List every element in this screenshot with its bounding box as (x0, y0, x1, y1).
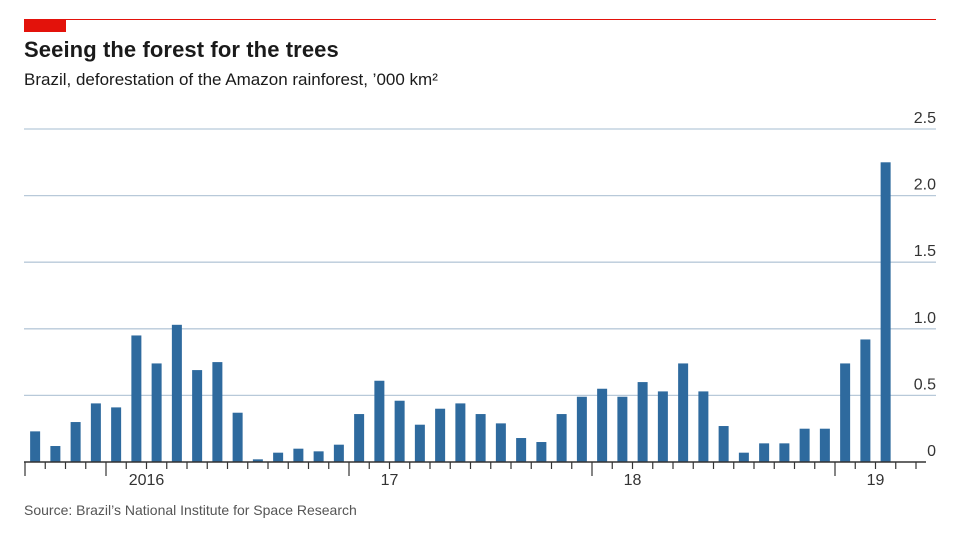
y-tick-label: 0.5 (914, 376, 936, 393)
bar (678, 363, 689, 462)
x-tick-label: 18 (624, 472, 642, 489)
bar (111, 407, 122, 462)
bar (698, 391, 709, 462)
y-tick-label: 2.0 (914, 177, 936, 194)
y-tick-label: 1.5 (914, 243, 936, 260)
bar (840, 363, 851, 462)
bar (576, 396, 587, 462)
bar (435, 408, 446, 462)
bar (860, 339, 871, 462)
x-axis (24, 461, 926, 476)
bar (617, 396, 628, 462)
bar (819, 428, 830, 462)
x-tick-label: 2016 (129, 472, 165, 489)
y-tick-label: 1.0 (914, 310, 936, 327)
x-axis-labels: 2016 17 18 19 (129, 472, 885, 489)
chart-title: Seeing the forest for the trees (24, 37, 339, 62)
bar (131, 335, 142, 462)
bar (212, 362, 223, 462)
bar (536, 442, 547, 462)
bar (192, 370, 203, 462)
bar (50, 446, 61, 462)
bar (313, 451, 324, 462)
bar (232, 412, 243, 462)
bar (657, 391, 668, 462)
bar (738, 452, 749, 462)
bar (90, 403, 101, 462)
bar (718, 426, 729, 462)
bar (799, 428, 810, 462)
bar (414, 424, 425, 462)
bar (597, 388, 608, 462)
bar (293, 448, 304, 462)
bar (171, 324, 182, 462)
bar (151, 363, 162, 462)
top-rule (24, 19, 936, 20)
bar (556, 414, 567, 462)
bar (252, 459, 263, 462)
x-tick-label: 17 (381, 472, 399, 489)
bar (374, 380, 385, 462)
source-note: Source: Brazil’s National Institute for … (24, 502, 357, 518)
bar (394, 400, 405, 462)
bar (455, 403, 466, 462)
bar (475, 414, 486, 462)
bar (516, 438, 527, 462)
y-tick-label: 0 (927, 443, 936, 460)
y-tick-label: 2.5 (914, 110, 936, 127)
bar (30, 431, 41, 462)
bar (779, 443, 790, 462)
x-tick-label: 19 (867, 472, 885, 489)
bar (273, 452, 284, 462)
brand-tag (24, 20, 66, 32)
bar (354, 414, 365, 462)
bar (495, 423, 506, 462)
bar (880, 162, 891, 463)
y-axis-labels: 0 0.5 1.0 1.5 2.0 2.5 (914, 110, 936, 460)
gridlines (24, 128, 936, 397)
chart-subtitle: Brazil, deforestation of the Amazon rain… (24, 70, 438, 89)
bar (70, 422, 81, 462)
bar (759, 443, 770, 462)
bars (30, 162, 891, 463)
bar (637, 382, 648, 462)
bar (333, 444, 344, 462)
